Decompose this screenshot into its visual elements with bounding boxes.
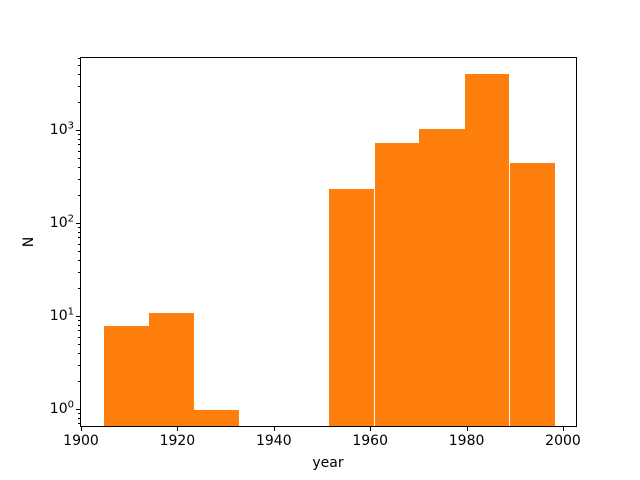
y-axis-minor-tick [78, 85, 80, 87]
y-axis-minor-tick [78, 227, 80, 229]
y-axis-minor-tick [78, 144, 80, 146]
x-axis-tick [81, 427, 82, 431]
x-axis-tick [370, 427, 372, 431]
y-axis-minor-tick [78, 288, 80, 289]
histogram-bar [194, 409, 240, 426]
y-tick-label: 102 [49, 213, 74, 231]
y-axis-major-tick [76, 315, 80, 317]
x-axis-label: year [312, 455, 344, 471]
x-tick-label: 2000 [545, 433, 581, 449]
y-axis-minor-tick [78, 320, 80, 322]
x-tick-label: 1960 [352, 433, 388, 449]
x-axis-tick [466, 427, 468, 431]
y-axis-minor-tick [78, 102, 80, 103]
y-axis-minor-tick [78, 271, 80, 273]
y-axis-minor-tick [78, 178, 80, 180]
histogram-bar [464, 74, 510, 426]
y-axis-minor-tick [78, 260, 80, 261]
y-axis-minor-tick [78, 65, 80, 66]
y-axis-minor-tick [78, 423, 80, 425]
y-axis-minor-tick [78, 330, 80, 332]
histogram-bar [149, 313, 195, 426]
y-axis-minor-tick [78, 74, 80, 75]
histogram-bar [104, 326, 149, 426]
y-axis-minor-tick [78, 167, 80, 168]
y-axis-minor-tick [78, 150, 80, 152]
y-axis-major-tick [76, 223, 80, 224]
y-axis-minor-tick [78, 364, 80, 366]
y-axis-minor-tick [78, 352, 80, 354]
histogram-bar [509, 163, 555, 426]
y-tick-label: 103 [49, 120, 74, 138]
histogram-bar [419, 129, 465, 426]
y-axis-minor-tick [78, 243, 80, 245]
y-axis-minor-tick [78, 325, 80, 326]
y-axis-major-tick [76, 408, 80, 410]
x-tick-label: 1980 [448, 433, 485, 449]
y-axis-minor-tick [78, 413, 80, 415]
x-axis-tick [177, 427, 179, 431]
histogram-bar [329, 188, 375, 426]
y-tick-label: 101 [49, 306, 74, 324]
x-tick-label: 1940 [255, 433, 292, 449]
x-axis-tick [563, 427, 564, 431]
histogram-bar [374, 143, 420, 426]
y-axis-minor-tick [78, 139, 80, 140]
y-axis-minor-tick [78, 343, 80, 345]
y-axis-minor-tick [78, 417, 80, 419]
y-axis-minor-tick [78, 158, 80, 159]
y-axis-major-tick [76, 130, 80, 131]
y-axis-minor-tick [78, 195, 80, 196]
y-axis-minor-tick [78, 57, 80, 59]
y-axis-minor-tick [78, 251, 80, 252]
plot-area [80, 57, 577, 427]
y-axis-minor-tick [78, 232, 80, 233]
y-axis-minor-tick [78, 336, 80, 338]
y-axis-minor-tick [78, 134, 80, 136]
y-axis-minor-tick [78, 237, 80, 239]
y-axis-minor-tick [78, 380, 80, 382]
x-axis-tick [273, 427, 275, 431]
y-tick-label: 100 [49, 399, 74, 417]
x-tick-label: 1900 [63, 433, 99, 449]
y-axis-label: N [21, 236, 37, 248]
x-tick-label: 1920 [159, 433, 196, 449]
